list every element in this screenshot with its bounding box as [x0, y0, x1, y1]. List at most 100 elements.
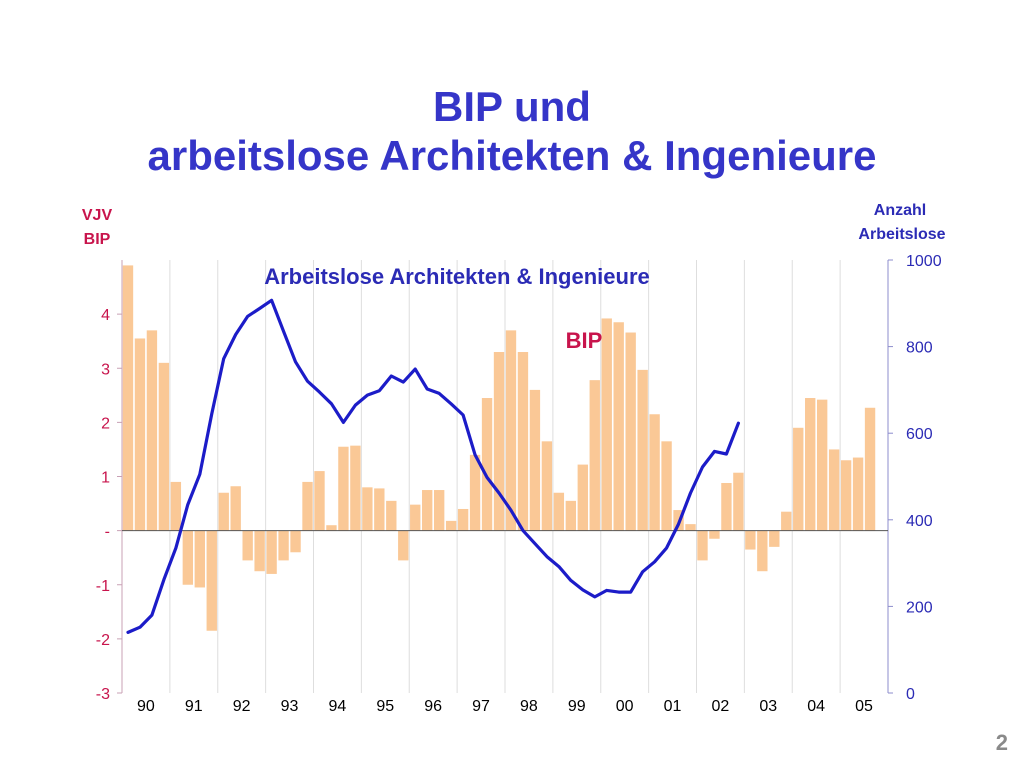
- left-axis-tick-label: -: [105, 524, 110, 541]
- bip-bar: [134, 338, 146, 531]
- bip-bar: [469, 454, 481, 531]
- bip-bar: [254, 530, 265, 572]
- bip-bar: [805, 398, 816, 531]
- right-axis-label-line-2: Arbeitslose: [858, 226, 945, 243]
- bip-bar: [781, 511, 792, 531]
- bip-bar: [769, 530, 780, 547]
- left-axis-tick-label: 2: [101, 415, 110, 432]
- left-axis-tick-label: 1: [101, 470, 110, 487]
- x-axis-tick-label: 90: [137, 698, 155, 715]
- right-axis-tick-label: 600: [906, 426, 933, 443]
- x-axis-tick-label: 96: [424, 698, 442, 715]
- bip-bar: [218, 492, 229, 531]
- axis-labels: VJV BIP Anzahl Arbeitslose Arbeitslose A…: [82, 202, 946, 715]
- bip-bar: [481, 398, 493, 531]
- x-axis-tick-label: 93: [281, 698, 299, 715]
- bip-bar: [386, 500, 397, 531]
- bip-bar: [613, 322, 624, 531]
- left-axis-tick-label: 3: [101, 361, 110, 378]
- bip-bar: [445, 520, 457, 531]
- page-number: 2: [995, 730, 1008, 755]
- bip-bar: [840, 460, 852, 531]
- bip-bar: [601, 318, 612, 531]
- bip-bar: [350, 445, 361, 531]
- bip-bar: [553, 492, 565, 531]
- bip-bar: [457, 508, 469, 531]
- x-axis-tick-label: 05: [855, 698, 873, 715]
- x-axis-tick-label: 03: [759, 698, 777, 715]
- bip-bar: [398, 530, 409, 561]
- bip-bar: [757, 530, 768, 572]
- bip-bar: [433, 490, 445, 531]
- bip-bar: [290, 530, 301, 553]
- bip-bar: [374, 488, 385, 531]
- axes: [117, 259, 893, 694]
- bip-bar: [278, 530, 289, 561]
- bip-bar: [828, 449, 840, 531]
- bip-bar: [816, 399, 828, 531]
- bip-bar: [721, 482, 732, 531]
- bip-bar: [733, 472, 744, 531]
- bip-bar: [589, 380, 600, 531]
- slide-title-line-2: arbeitslose Architekten & Ingenieure: [147, 132, 877, 179]
- bip-bar: [122, 265, 134, 531]
- bip-bar: [637, 369, 648, 531]
- bip-bar: [864, 407, 876, 531]
- bip-bar: [158, 362, 170, 531]
- right-axis-tick-label: 200: [906, 599, 933, 616]
- bip-bar: [242, 530, 253, 561]
- unemployment-line: [126, 298, 741, 635]
- bip-bar: [505, 330, 517, 531]
- bip-bar: [745, 530, 756, 550]
- bip-bar: [529, 389, 541, 531]
- bip-bar: [326, 525, 337, 531]
- bip-bar: [625, 332, 636, 531]
- x-axis-tick-label: 91: [185, 698, 203, 715]
- left-axis-tick-label: -3: [96, 686, 110, 703]
- right-axis-tick-label: 0: [906, 686, 915, 703]
- bip-bar: [793, 427, 804, 531]
- bip-bar: [661, 441, 672, 531]
- bip-bar: [146, 330, 158, 531]
- bip-bar: [517, 352, 529, 531]
- x-axis-tick-label: 04: [807, 698, 825, 715]
- x-axis-tick-label: 00: [616, 698, 634, 715]
- bip-bar: [541, 441, 553, 531]
- x-axis-tick-label: 98: [520, 698, 538, 715]
- bip-bar: [493, 352, 505, 531]
- bip-bar: [422, 490, 433, 531]
- bip-bar: [230, 486, 241, 531]
- bip-bar: [266, 530, 277, 574]
- bar-series-annotation: BIP: [566, 328, 603, 353]
- x-axis-tick-label: 97: [472, 698, 490, 715]
- line-series-annotation: Arbeitslose Architekten & Ingenieure: [264, 264, 650, 289]
- left-axis-tick-label: 4: [101, 307, 110, 324]
- x-axis-tick-label: 92: [233, 698, 251, 715]
- right-axis-label-line-1: Anzahl: [874, 202, 926, 219]
- bip-bar: [697, 530, 708, 561]
- bip-bar: [302, 481, 313, 531]
- bip-bar: [709, 530, 720, 539]
- bip-bar: [182, 530, 194, 585]
- left-axis-label-line-1: VJV: [82, 207, 113, 224]
- slide-title: BIP und arbeitslose Architekten & Ingeni…: [0, 82, 1024, 180]
- bip-bar: [314, 471, 325, 531]
- bip-bar: [194, 530, 205, 588]
- bip-bar-series: [122, 265, 876, 631]
- unemployment-line-series: [126, 298, 741, 635]
- left-axis-tick-label: -1: [96, 578, 110, 595]
- bip-bar: [565, 500, 577, 531]
- slide-title-line-1: BIP und: [433, 83, 591, 130]
- x-axis-tick-label: 02: [712, 698, 730, 715]
- right-axis-tick-label: 1000: [906, 253, 942, 270]
- bip-bar: [338, 446, 349, 531]
- bip-bar: [577, 464, 588, 531]
- right-axis-tick-label: 800: [906, 340, 933, 357]
- x-axis-tick-label: 01: [664, 698, 682, 715]
- left-axis-label-line-2: BIP: [84, 231, 111, 248]
- bip-bar: [206, 530, 217, 631]
- bip-bar: [362, 487, 373, 531]
- bip-bar: [649, 414, 660, 531]
- right-axis-tick-label: 400: [906, 513, 933, 530]
